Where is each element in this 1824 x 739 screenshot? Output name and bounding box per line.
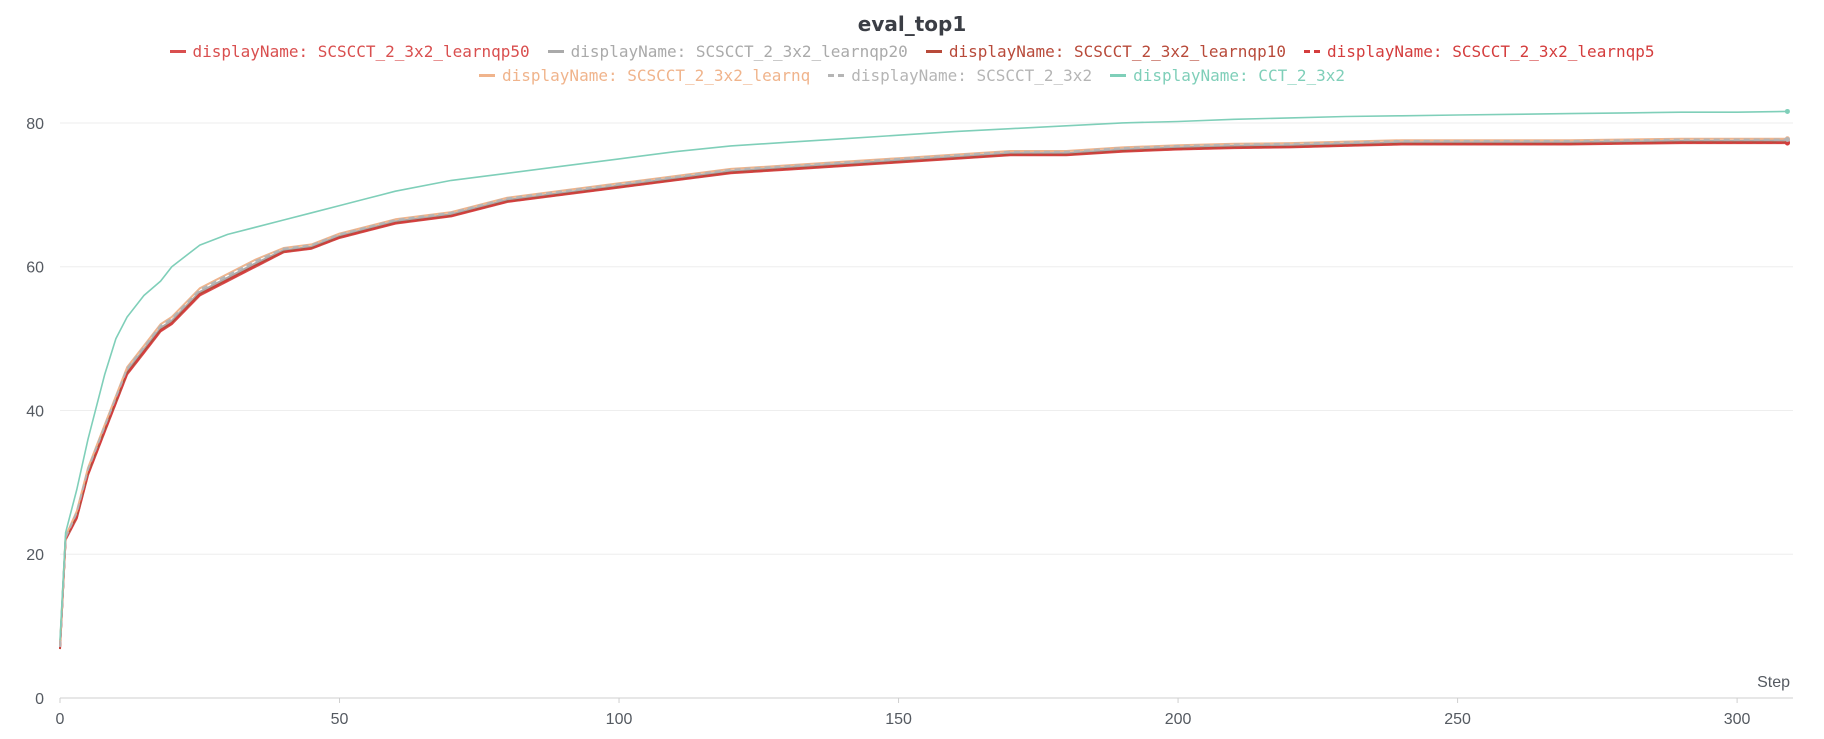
legend-label: displayName: SCSCCT_2_3x2_learnqp10 [948,42,1286,61]
legend-item[interactable]: displayName: SCSCCT_2_3x2_learnqp50 [169,42,530,61]
legend-label: displayName: SCSCCT_2_3x2_learnqp5 [1326,42,1655,61]
legend-item[interactable]: displayName: SCSCCT_2_3x2_learnq [479,66,810,85]
chart-title: eval_top1 [857,12,967,36]
legend-swatch [1110,74,1127,77]
series-line-1 [59,139,1788,648]
series-line-0 [59,142,1788,648]
series-line-3 [59,141,1788,649]
legend-label: displayName: SCSCCT_2_3x2_learnq [502,66,811,85]
legend-swatch [925,50,942,53]
x-tick-label: 250 [1444,711,1471,728]
legend-swatch [1303,50,1320,53]
x-axis-label: Step [1757,674,1790,691]
legend-item[interactable]: displayName: SCSCCT_2_3x2_learnqp10 [925,42,1286,61]
legend-label: displayName: CCT_2_3x2 [1133,66,1345,85]
legend-item[interactable]: displayName: SCSCCT_2_3x2_learnqp5 [1303,42,1655,61]
x-tick-label: 100 [606,711,633,728]
series-line-4 [59,137,1788,647]
legend-label: displayName: SCSCCT_2_3x2 [851,66,1093,85]
series-line-5 [59,138,1788,648]
y-tick-label: 80 [26,116,44,133]
y-tick-label: 0 [35,691,44,708]
legend-label: displayName: SCSCCT_2_3x2_learnqp20 [570,42,908,61]
y-tick-label: 40 [26,403,44,420]
legend-swatch [479,74,495,77]
x-tick-label: 300 [1724,711,1751,728]
series-endpoint-5 [1784,136,1790,142]
legend-item[interactable]: displayName: CCT_2_3x2 [1110,66,1345,85]
legend-item[interactable]: displayName: SCSCCT_2_3x2 [828,66,1092,85]
x-tick-label: 150 [885,711,912,728]
legend-label: displayName: SCSCCT_2_3x2_learnqp50 [192,42,530,61]
x-tick-label: 200 [1165,711,1192,728]
series-line-6 [59,110,1788,641]
y-tick-label: 60 [26,260,44,277]
series-line-2 [59,141,1788,650]
legend-item[interactable]: displayName: SCSCCT_2_3x2_learnqp20 [547,42,908,61]
series-endpoint-6 [1784,108,1790,114]
legend-swatch [169,50,186,53]
x-tick-label: 0 [56,711,65,728]
y-tick-label: 20 [26,547,44,564]
legend-swatch [547,50,564,53]
legend-swatch [828,74,845,77]
x-tick-label: 50 [331,711,349,728]
